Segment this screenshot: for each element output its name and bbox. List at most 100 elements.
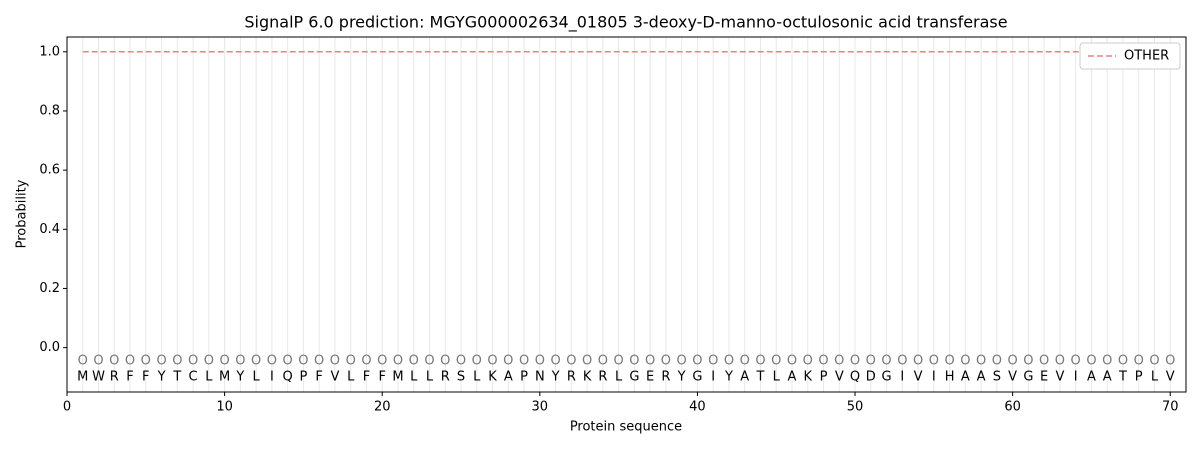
residue-label: W	[92, 370, 105, 385]
residue-label: N	[535, 370, 545, 385]
predicted-label: O	[1118, 353, 1128, 368]
predicted-label: O	[677, 353, 687, 368]
y-tick-label: 1.0	[39, 44, 60, 59]
predicted-label: O	[283, 353, 293, 368]
residue-label: L	[615, 370, 623, 385]
residue-label: P	[299, 370, 307, 385]
residue-label: P	[820, 370, 828, 385]
predicted-label: O	[960, 353, 970, 368]
predicted-label: O	[692, 353, 702, 368]
residue-label: R	[661, 370, 670, 385]
predicted-label: O	[78, 353, 88, 368]
residue-label: F	[142, 370, 149, 385]
residue-label: Y	[157, 370, 166, 385]
predicted-label: O	[125, 353, 135, 368]
residue-label: Y	[724, 370, 733, 385]
predicted-label: O	[93, 353, 103, 368]
predicted-label: O	[204, 353, 214, 368]
predicted-label: O	[1102, 353, 1112, 368]
residue-label: H	[945, 370, 955, 385]
x-tick-label: 70	[1162, 400, 1179, 415]
residue-label: K	[488, 370, 497, 385]
residue-label: L	[205, 370, 213, 385]
predicted-label: O	[109, 353, 119, 368]
x-tick-label: 40	[689, 400, 706, 415]
residue-label: R	[598, 370, 607, 385]
predicted-label: O	[456, 353, 466, 368]
predicted-label: O	[850, 353, 860, 368]
residue-label: I	[1074, 370, 1078, 385]
chart-title: SignalP 6.0 prediction: MGYG000002634_01…	[244, 13, 1007, 33]
y-tick-label: 0.0	[39, 340, 60, 355]
residue-label: I	[900, 370, 904, 385]
residue-label: R	[567, 370, 576, 385]
predicted-label: O	[944, 353, 954, 368]
predicted-label: O	[519, 353, 529, 368]
residue-label: Y	[235, 370, 244, 385]
predicted-label: O	[550, 353, 560, 368]
x-tick-label: 10	[216, 400, 233, 415]
residue-label: L	[426, 370, 434, 385]
predicted-label: O	[298, 353, 308, 368]
predicted-label: O	[661, 353, 671, 368]
predicted-label: O	[976, 353, 986, 368]
legend-box	[1079, 42, 1181, 70]
predicted-label: O	[1071, 353, 1081, 368]
residue-label: M	[77, 370, 88, 385]
predicted-label: O	[629, 353, 639, 368]
predicted-label: O	[929, 353, 939, 368]
predicted-label: O	[172, 353, 182, 368]
residue-label: L	[773, 370, 781, 385]
residue-label: Q	[850, 370, 860, 385]
predicted-label: O	[219, 353, 229, 368]
predicted-label: O	[755, 353, 765, 368]
x-axis-label: Protein sequence	[570, 420, 682, 435]
residue-label: R	[110, 370, 119, 385]
predicted-label: O	[645, 353, 655, 368]
x-tick-label: 20	[374, 400, 391, 415]
residue-label: F	[315, 370, 322, 385]
residue-label: A	[740, 370, 749, 385]
predicted-label: O	[440, 353, 450, 368]
residue-label: V	[914, 370, 923, 385]
predicted-label: O	[503, 353, 513, 368]
residue-label: G	[629, 370, 639, 385]
residue-label: D	[866, 370, 876, 385]
y-tick-label: 0.4	[39, 222, 60, 237]
predicted-label: O	[409, 353, 419, 368]
residue-label: T	[1118, 370, 1127, 385]
residue-label: S	[993, 370, 1001, 385]
x-tick-label: 60	[1004, 400, 1021, 415]
residue-label: A	[504, 370, 513, 385]
residue-label: V	[1166, 370, 1175, 385]
residue-label: F	[378, 370, 385, 385]
predicted-label: O	[377, 353, 387, 368]
x-tick-label: 0	[63, 400, 71, 415]
residue-label: E	[646, 370, 654, 385]
residue-label: A	[1103, 370, 1112, 385]
y-tick-label: 0.2	[39, 281, 60, 296]
residue-label: M	[392, 370, 403, 385]
predicted-label: O	[1149, 353, 1159, 368]
predicted-label: O	[992, 353, 1002, 368]
residue-label: T	[755, 370, 764, 385]
residue-label: V	[1055, 370, 1064, 385]
predicted-label: O	[314, 353, 324, 368]
residue-label: V	[330, 370, 339, 385]
residue-label: R	[441, 370, 450, 385]
residue-label: V	[835, 370, 844, 385]
predicted-label: O	[566, 353, 576, 368]
predicted-label: O	[803, 353, 813, 368]
predicted-label: O	[1134, 353, 1144, 368]
plot-frame	[66, 36, 1187, 393]
residue-label: I	[711, 370, 715, 385]
predicted-label: O	[156, 353, 166, 368]
y-tick-label: 0.8	[39, 103, 60, 118]
predicted-label: O	[267, 353, 277, 368]
predicted-label: O	[1086, 353, 1096, 368]
residue-label: A	[1087, 370, 1096, 385]
residue-label: L	[473, 370, 481, 385]
residue-label: G	[692, 370, 702, 385]
predicted-label: O	[1055, 353, 1065, 368]
predicted-label: O	[582, 353, 592, 368]
